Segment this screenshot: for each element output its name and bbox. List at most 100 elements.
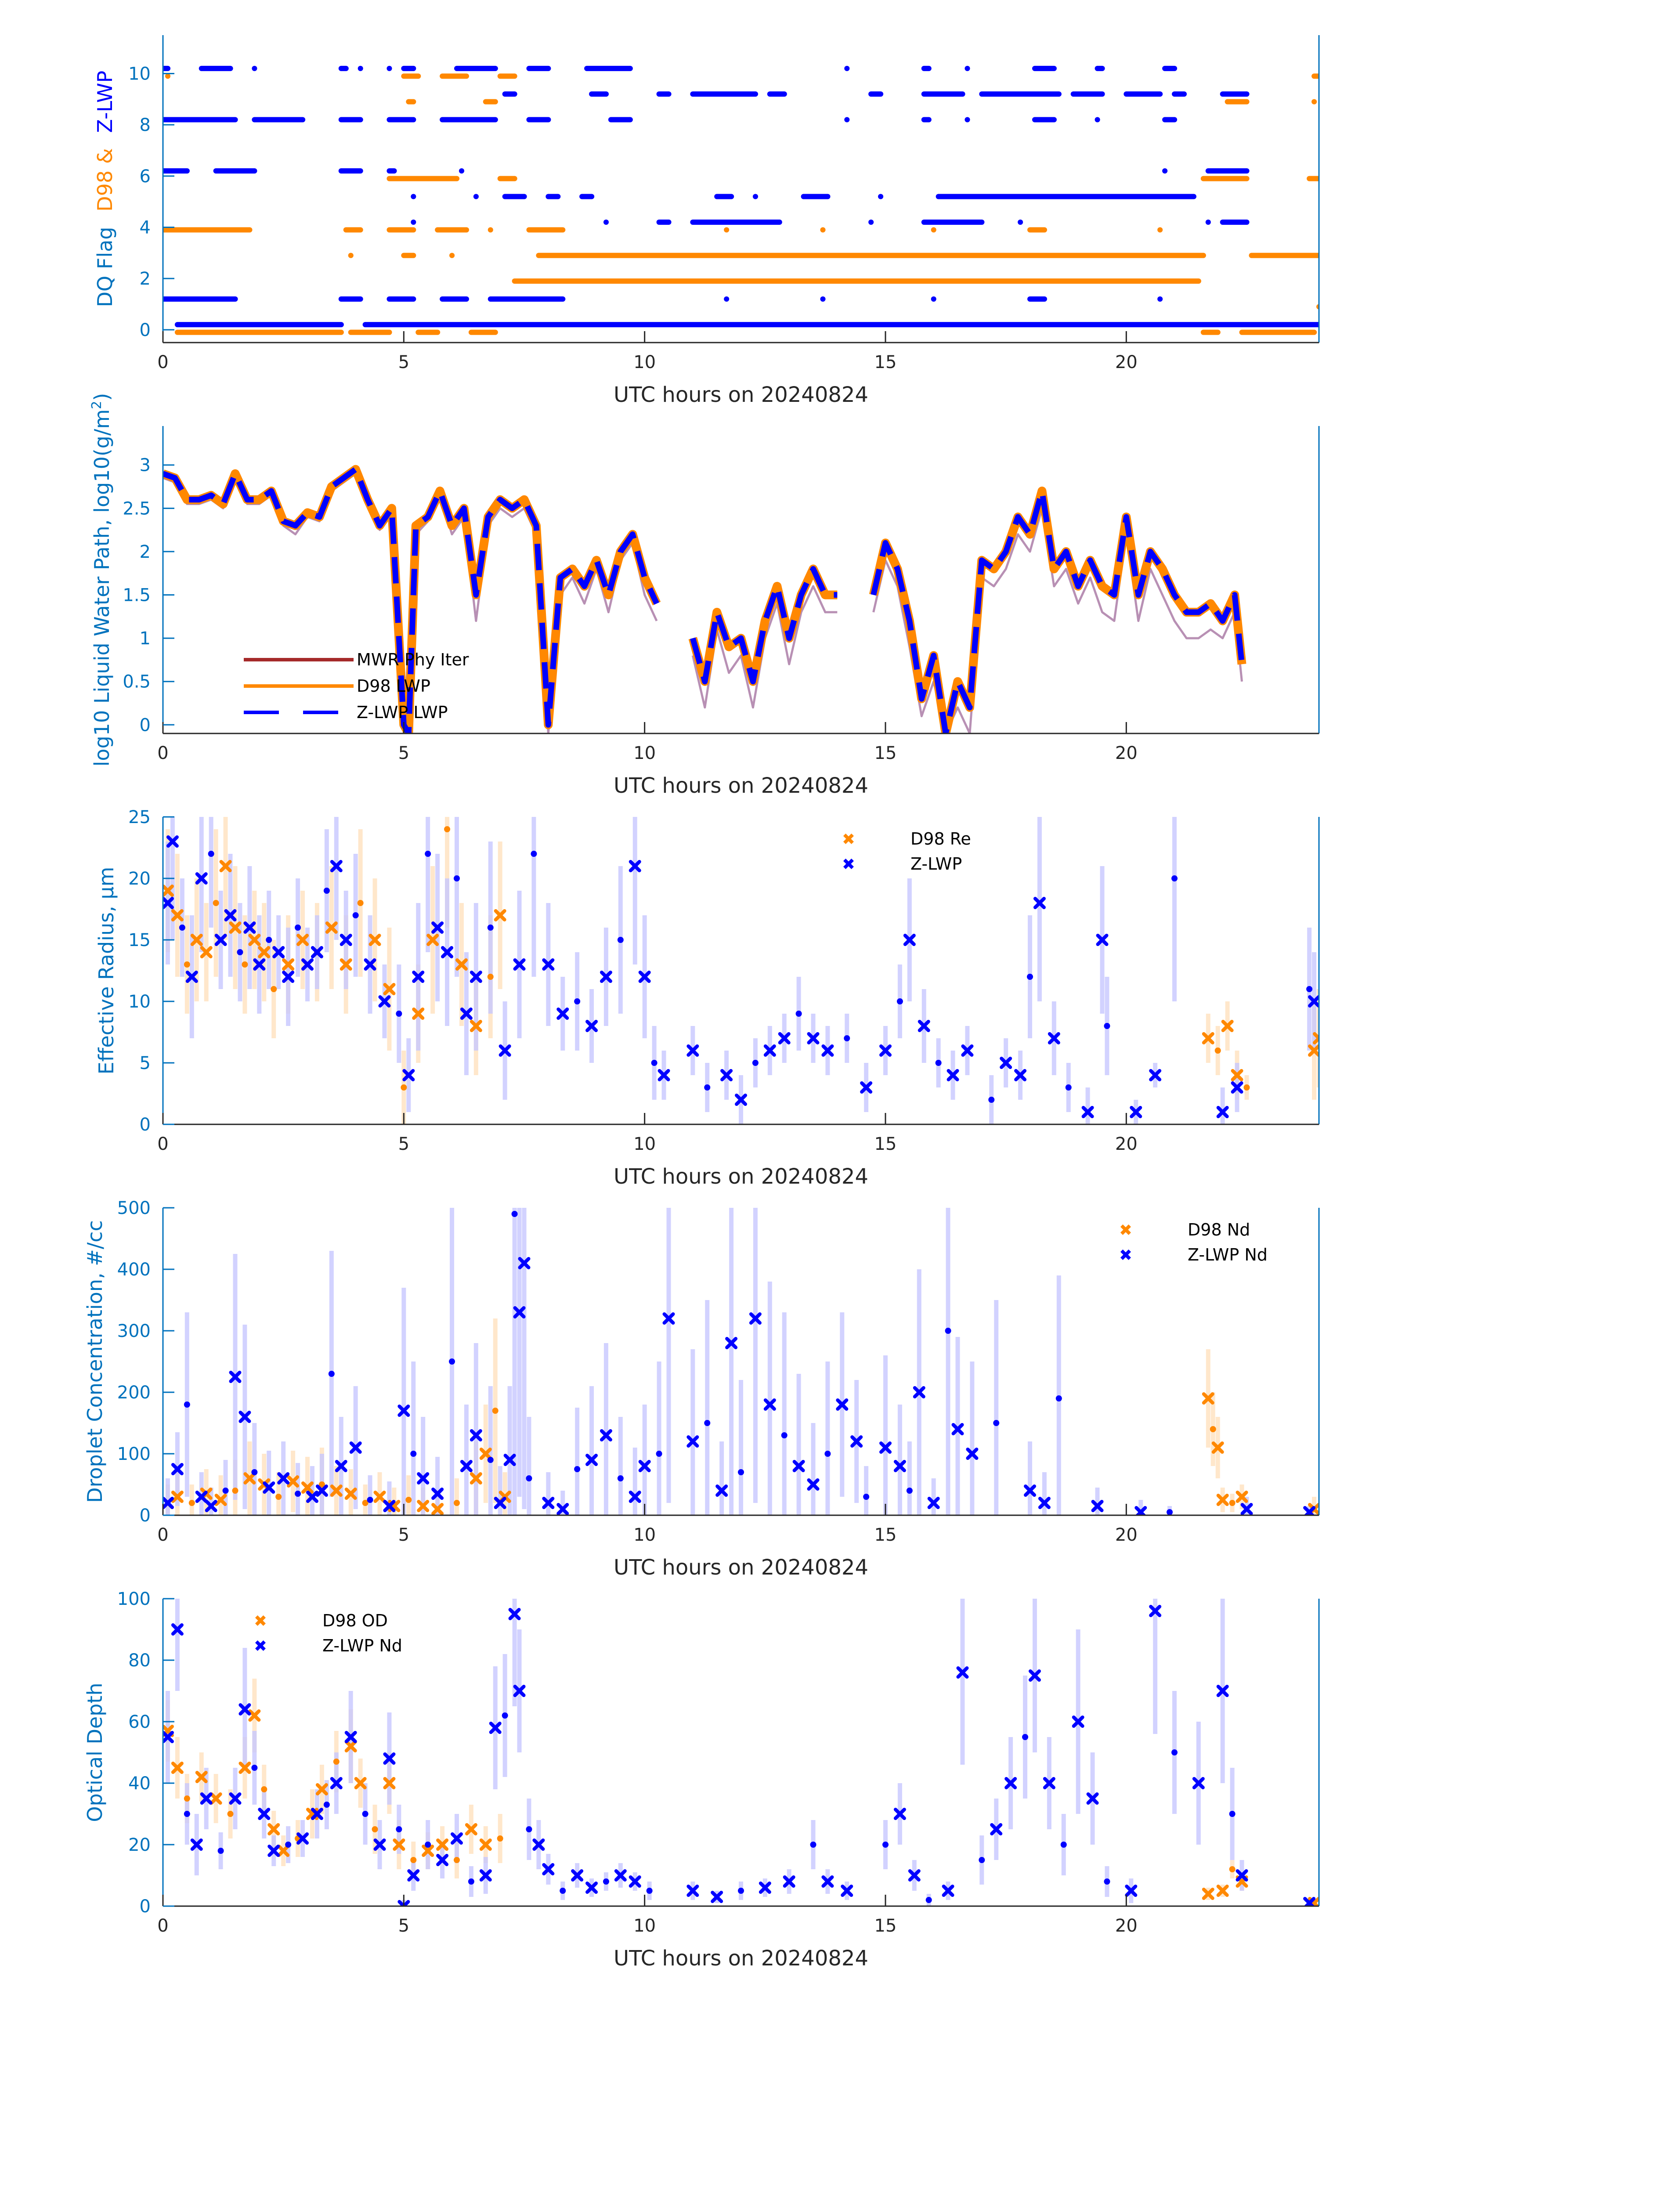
zlwp-x-marker: [195, 1491, 208, 1503]
d98-x-marker: [248, 1709, 261, 1722]
zlwp-point: [979, 1857, 985, 1863]
zlwp-point: [295, 925, 301, 931]
panel2-legend: MWR Phy Iter D98 LWP Z-LWP LWP: [244, 650, 469, 722]
zlwp-point: [352, 912, 359, 918]
zlwp-x-marker: [518, 1257, 531, 1269]
zlwp-point: [735, 1094, 747, 1106]
d98-point: [258, 946, 271, 958]
zlwp-x-marker: [807, 1478, 820, 1491]
zlwp-point: [947, 1069, 959, 1081]
zlwp-point: [821, 1875, 834, 1888]
zlwp-x-marker: [311, 946, 323, 958]
zlwp-point: [720, 1069, 733, 1081]
zlwp-x-marker: [585, 1454, 598, 1466]
legend-zlwp-label: Z-LWP: [910, 854, 962, 874]
zlwp-x-marker: [1028, 1669, 1041, 1682]
zlwp-point: [397, 1405, 410, 1417]
zlwp-point: [638, 971, 651, 983]
zlwp-x-marker: [229, 1792, 242, 1805]
d98-point: [1229, 1866, 1236, 1872]
zlwp-point: [1192, 1777, 1205, 1789]
d98-point: [171, 1491, 184, 1503]
panel3-ylabel: Effective Radius, μm: [94, 867, 118, 1075]
zlwp-x-marker: [243, 921, 256, 934]
zlwp-point: [542, 958, 555, 971]
y-tick-label: 0: [140, 715, 151, 735]
zlwp-x-marker: [638, 971, 651, 983]
zlwp-x-marker: [460, 1008, 473, 1020]
plot-area: [163, 817, 1319, 1124]
d98-x-marker: [287, 1475, 300, 1488]
zlwp-point: [417, 1472, 430, 1484]
zlwp-point: [658, 1069, 670, 1081]
zlwp-point: [614, 1869, 627, 1882]
d98-x-marker: [1211, 1441, 1224, 1454]
x-tick-label: 10: [633, 1134, 656, 1154]
d98-point: [373, 1491, 386, 1503]
zlwp-point: [166, 835, 179, 848]
zlwp-point: [229, 1371, 242, 1383]
legend-d98-label: D98 Nd: [1188, 1220, 1250, 1239]
zlwp-point: [531, 851, 537, 857]
y-tick-label: 15: [128, 930, 151, 950]
d98-point: [333, 1759, 340, 1765]
d98-x-marker: [417, 1500, 430, 1512]
zlwp-point: [1236, 1869, 1248, 1882]
zlwp-point: [200, 1792, 213, 1805]
zlwp-point: [214, 934, 227, 946]
d98-point: [271, 986, 277, 992]
zlwp-point: [163, 1731, 174, 1743]
zlwp-x-marker: [263, 1481, 275, 1494]
zlwp-point: [1055, 1395, 1062, 1401]
d98-x-marker: [455, 958, 468, 971]
legend-zlwp-marker: ✖: [1119, 1246, 1132, 1264]
zlwp-x-marker: [450, 1832, 463, 1845]
y-tick-label: 25: [128, 807, 151, 827]
zlwp-x-marker: [821, 1044, 834, 1057]
d98-point: [184, 1795, 190, 1802]
zlwp-x-marker: [1004, 1777, 1017, 1789]
x-tick-label: 0: [157, 1916, 168, 1936]
d98-x-marker: [277, 1845, 290, 1857]
zlwp-point: [1216, 1106, 1229, 1118]
zlwp-point: [412, 971, 425, 983]
zlwp-x-marker: [1240, 1503, 1253, 1515]
zlwp-point: [190, 1838, 203, 1851]
d98-point: [405, 1497, 412, 1503]
d98-point: [188, 1500, 195, 1506]
zlwp-point: [600, 1429, 612, 1441]
zlwp-point: [222, 1488, 229, 1494]
d98-x-marker: [340, 958, 352, 971]
zlwp-point: [1033, 897, 1046, 909]
d98-point: [318, 1481, 325, 1488]
zlwp-point: [171, 1463, 184, 1475]
d98-point: [190, 934, 203, 946]
zlwp-x-marker: [185, 971, 198, 983]
zlwp-point: [795, 1011, 802, 1017]
zlwp-point: [935, 1060, 942, 1066]
panel3-xlabel: UTC hours on 20240824: [614, 1164, 868, 1189]
d98-x-marker: [383, 1777, 396, 1789]
panel4-xlabel: UTC hours on 20240824: [614, 1555, 868, 1580]
d98-point: [171, 909, 184, 921]
x-tick-label: 5: [398, 1916, 409, 1936]
zlwp-point: [1167, 1509, 1173, 1515]
legend-zlwp-label: Z-LWP Nd: [1188, 1245, 1268, 1264]
plot-area: [163, 1599, 1319, 1906]
d98-x-marker: [465, 1823, 477, 1835]
plot-area: [163, 65, 1319, 335]
zlwp-point: [479, 1869, 492, 1882]
d98-point: [453, 1500, 460, 1506]
x-tick-label: 20: [1115, 1916, 1138, 1936]
d98-point: [248, 1709, 261, 1722]
d98-point: [410, 1857, 417, 1863]
y-tick-label: 1: [140, 628, 151, 649]
y-tick-label: 5: [140, 1053, 151, 1073]
d98-point: [1211, 1441, 1224, 1454]
y-tick-label: 40: [128, 1773, 151, 1794]
d98-point: [195, 1771, 208, 1783]
zlwp-point: [617, 1475, 624, 1481]
zlwp-x-marker: [373, 1838, 386, 1851]
zlwp-point: [879, 1044, 892, 1057]
zlwp-x-marker: [836, 1398, 849, 1411]
